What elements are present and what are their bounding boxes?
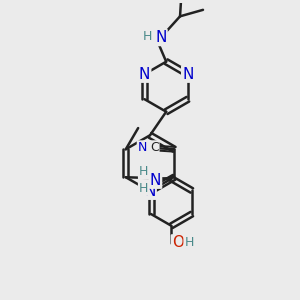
Text: N: N: [144, 184, 156, 199]
Text: O: O: [172, 236, 184, 250]
Text: C: C: [150, 141, 159, 154]
Text: H: H: [184, 236, 194, 249]
Text: N: N: [139, 67, 150, 82]
Text: N: N: [155, 30, 166, 45]
Text: H: H: [139, 182, 148, 195]
Text: H: H: [143, 29, 152, 43]
Text: H: H: [139, 165, 148, 178]
Text: N: N: [182, 67, 194, 82]
Text: N: N: [150, 173, 161, 188]
Text: N: N: [138, 141, 147, 154]
